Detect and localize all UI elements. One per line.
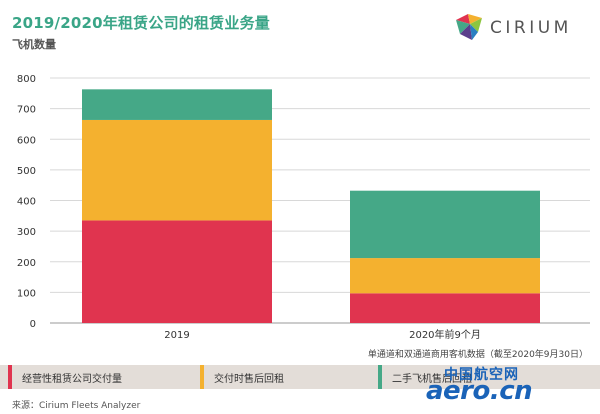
chart-title: 2019/2020年租赁公司的租赁业务量	[12, 14, 270, 32]
legend-item-red: 经营性租赁公司交付量	[8, 365, 122, 389]
cirium-logo: CIRIUM	[452, 10, 592, 46]
watermark-en-text: aero.cn	[426, 376, 533, 406]
bar-1-series-0	[350, 293, 540, 323]
cirium-logo-text: CIRIUM	[490, 18, 572, 38]
data-source: 来源：Cirium Fleets Analyzer	[12, 401, 141, 411]
y-tick-label-300: 300	[17, 227, 36, 238]
x-category-label-0: 2019	[164, 330, 189, 341]
y-tick-label-100: 100	[17, 288, 36, 299]
x-category-label-1: 2020年前9个月	[409, 328, 481, 341]
bar-1-series-1	[350, 258, 540, 294]
bar-1-series-2	[350, 190, 540, 259]
stacked-bar-chart: 0 100 200 300 400 500 600 700 800 2019 2020年前9个月	[17, 74, 590, 341]
y-tick-label-600: 600	[17, 135, 36, 146]
y-tick-label-0: 0	[30, 319, 36, 330]
y-tick-label-400: 400	[17, 197, 36, 208]
legend-label-yellow: 交付时售后回租	[214, 373, 284, 385]
legend-item-yellow: 交付时售后回租	[200, 365, 284, 389]
legend-label-red: 经营性租赁公司交付量	[22, 373, 122, 385]
legend-swatch-yellow	[200, 365, 204, 389]
watermark-cn-text: 中国航空网	[444, 367, 519, 383]
legend-swatch-red	[8, 365, 12, 389]
y-tick-label-800: 800	[17, 74, 36, 85]
bar-0-series-2	[82, 89, 272, 120]
y-tick-label-500: 500	[17, 166, 36, 177]
chart-footnote: 单通道和双通道商用客机数据（截至2020年9月30日）	[367, 350, 588, 360]
chart-legend: 经营性租赁公司交付量 交付时售后回租 二手飞机售后回租	[0, 365, 600, 389]
bar-0-series-1	[82, 119, 272, 221]
y-tick-label-200: 200	[17, 258, 36, 269]
legend-label-green: 二手飞机售后回租	[392, 373, 472, 385]
aero-cn-watermark: 中国航空网 aero.cn	[418, 364, 596, 410]
y-axis-label: 飞机数量	[12, 38, 56, 51]
cirium-logo-icon	[456, 14, 482, 40]
legend-item-green: 二手飞机售后回租	[378, 365, 472, 389]
y-tick-label-700: 700	[17, 105, 36, 116]
bar-0-series-0	[82, 220, 272, 323]
legend-swatch-green	[378, 365, 382, 389]
